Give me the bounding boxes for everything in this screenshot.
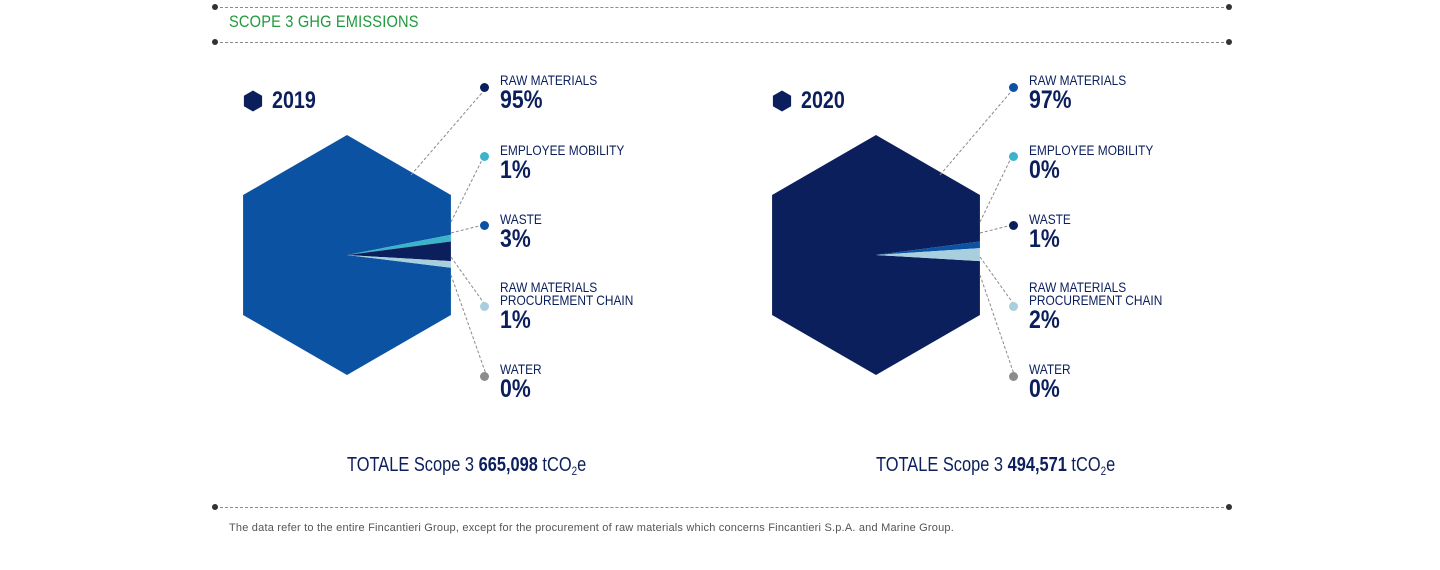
total-unit-suffix: e [1106, 454, 1116, 476]
legend-label: EMPLOYEE MOBILITY [1029, 142, 1154, 158]
leader-line-waste [979, 224, 1013, 234]
legend-value: 0% [500, 375, 531, 403]
total-2020: TOTALE Scope 3 494,571 tCO2e [876, 454, 1115, 477]
leader-line-employee-mobility [979, 155, 1013, 223]
legend-label: WASTE [1029, 211, 1071, 227]
legend-label: RAW MATERIALS [1029, 72, 1127, 88]
legend-value: 0% [1029, 156, 1060, 184]
bottom-rule [212, 504, 1232, 510]
leader-line-water [450, 274, 488, 378]
legend-2019-waste: WASTE 3% [480, 211, 700, 253]
legend-2019-employee-mobility: EMPLOYEE MOBILITY 1% [480, 142, 700, 184]
legend-value: 0% [1029, 375, 1060, 403]
legend-dot [1009, 302, 1018, 311]
slice-waste [876, 241, 980, 255]
legend-label: RAW MATERIALS PROCUREMENT CHAIN [1029, 279, 1163, 308]
total-2019: TOTALE Scope 3 665,098 tCO2e [347, 454, 586, 477]
total-unit: tCO [542, 454, 572, 476]
hexagon-icon [243, 90, 263, 112]
leader-line-employee-mobility [450, 155, 485, 223]
total-prefix: TOTALE Scope 3 [876, 454, 1004, 476]
total-unit-suffix: e [577, 454, 587, 476]
legend-dot [480, 83, 489, 92]
total-unit-sub: 2 [571, 464, 578, 478]
legend-label: RAW MATERIALS PROCUREMENT CHAIN [500, 279, 634, 308]
total-unit-sub: 2 [1100, 464, 1107, 478]
year-label-2020: 2020 [801, 87, 845, 115]
slice-employee-mobility [347, 234, 451, 255]
slice-waste [347, 241, 451, 262]
legend-value: 3% [500, 225, 531, 253]
year-2020-text: 2020 [801, 87, 845, 114]
footnote: The data refer to the entire Fincantieri… [229, 522, 954, 534]
leader-line-water [979, 274, 1016, 378]
legend-dot [1009, 83, 1018, 92]
legend-2020-raw-materials: RAW MATERIALS 97% [1009, 72, 1229, 114]
leader-line-procurement-chain [450, 256, 487, 307]
year-label-2019: 2019 [272, 87, 316, 115]
legend-2019-raw-materials: RAW MATERIALS 95% [480, 72, 700, 114]
slice-procurement-chain [876, 248, 980, 262]
legend-2020-procurement-chain: RAW MATERIALS PROCUREMENT CHAIN 2% [1009, 279, 1229, 334]
legend-2020-employee-mobility: EMPLOYEE MOBILITY 0% [1009, 142, 1229, 184]
chart-2019 [243, 86, 488, 378]
legend-dot [480, 372, 489, 381]
legend-dot [1009, 372, 1018, 381]
total-value: 665,098 [478, 454, 538, 476]
legend-dot [480, 152, 489, 161]
legend-value: 2% [1029, 306, 1060, 334]
leader-line-raw-materials [410, 86, 488, 176]
total-unit: tCO [1071, 454, 1101, 476]
legend-2019-procurement-chain: RAW MATERIALS PROCUREMENT CHAIN 1% [480, 279, 700, 334]
leader-line-procurement-chain [979, 256, 1016, 307]
total-prefix: TOTALE Scope 3 [347, 454, 475, 476]
year-2019-text: 2019 [272, 87, 316, 114]
chart-2020 [772, 86, 1016, 378]
legend-2020-water: WATER 0% [1009, 361, 1229, 403]
legend-value: 97% [1029, 86, 1072, 114]
slice-procurement-chain [347, 255, 451, 268]
legend-label: WASTE [500, 211, 542, 227]
title-rule [212, 39, 1232, 45]
legend-2019-water: WATER 0% [480, 361, 700, 403]
leader-line-raw-materials [939, 86, 1016, 176]
legend-label: EMPLOYEE MOBILITY [500, 142, 625, 158]
legend-dot [480, 221, 489, 230]
legend-label: RAW MATERIALS [500, 72, 598, 88]
legend-value: 1% [500, 156, 531, 184]
total-value: 494,571 [1007, 454, 1067, 476]
top-rule [212, 4, 1232, 10]
legend-label: WATER [500, 361, 542, 377]
hexagon-icon [772, 90, 792, 112]
legend-dot [1009, 152, 1018, 161]
legend-dot [1009, 221, 1018, 230]
legend-value: 95% [500, 86, 543, 114]
legend-value: 1% [500, 306, 531, 334]
section-title: SCOPE 3 GHG EMISSIONS [229, 12, 419, 31]
legend-2020-waste: WASTE 1% [1009, 211, 1229, 253]
legend-label: WATER [1029, 361, 1071, 377]
leader-line-waste [450, 224, 484, 234]
legend-dot [480, 302, 489, 311]
legend-value: 1% [1029, 225, 1060, 253]
